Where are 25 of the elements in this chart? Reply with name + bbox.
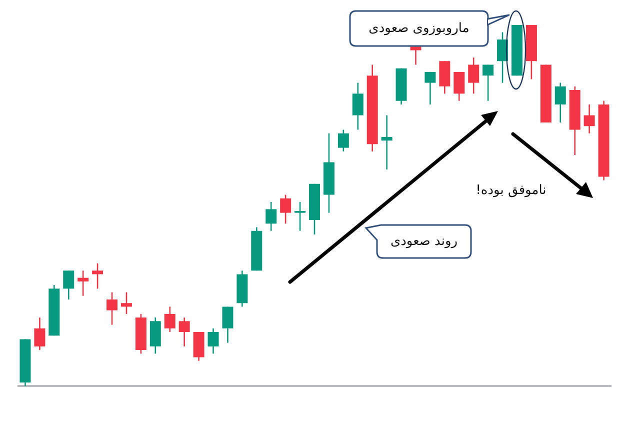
candlestick [468, 56, 480, 94]
candlestick [34, 316, 46, 351]
candlestick [352, 82, 364, 130]
candlestick [482, 64, 494, 102]
candlestick [92, 262, 104, 290]
candlestick [294, 201, 306, 232]
candlestick [410, 46, 422, 66]
candlestick [164, 306, 176, 333]
annotation: روند صعودی [389, 233, 459, 251]
candlestick [106, 292, 118, 326]
candlestick [584, 104, 595, 134]
candlestick [554, 82, 566, 124]
candlestick [120, 292, 132, 315]
candlestick [222, 306, 234, 344]
candlestick [424, 71, 436, 106]
candlestick [454, 71, 465, 102]
annotation: ناموفق بوده! [474, 182, 548, 200]
candlestick [63, 270, 74, 300]
candlestick [178, 316, 190, 348]
candlestick [381, 114, 392, 170]
candlestick [338, 129, 349, 152]
candlestick [78, 270, 89, 297]
candlestick [266, 201, 277, 232]
candlestick [208, 328, 219, 354]
candlestick [280, 194, 292, 224]
